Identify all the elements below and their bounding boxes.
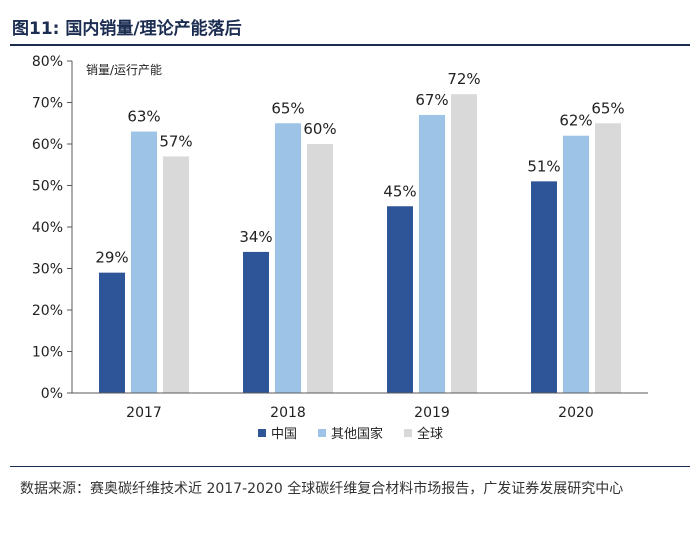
x-tick-label: 2019 <box>414 405 450 421</box>
bar <box>99 272 125 393</box>
bar <box>275 123 301 393</box>
x-tick-label: 2018 <box>270 405 306 421</box>
data-label: 65% <box>591 99 624 117</box>
bar <box>163 156 189 393</box>
figure-title: 图11: 国内销量/理论产能落后 <box>12 19 242 39</box>
bar <box>563 135 589 393</box>
bar-chart: 销量/运行产能 0% 10% 20% 30% 40% 50% 60% 70% 80% 29% 63… <box>32 54 648 442</box>
y-tick-label: 60% <box>32 137 63 153</box>
y-tick-label: 30% <box>32 262 63 278</box>
legend-label: 全球 <box>417 426 443 442</box>
y-tick-label: 20% <box>32 303 63 319</box>
bar <box>595 123 621 393</box>
y-axis: 0% 10% 20% 30% 40% 50% 60% 70% 80% <box>32 54 73 402</box>
bar-labels: 29%63%57%34%65%60%45%67%72%51%62%65% <box>95 70 624 266</box>
bar <box>243 251 269 393</box>
y-tick-label: 10% <box>32 345 63 361</box>
y-tick-label: 70% <box>32 96 63 112</box>
bar <box>387 206 413 393</box>
data-label: 45% <box>383 182 416 200</box>
figure-source: 数据来源：赛奥碳纤维技术近 2017-2020 全球碳纤维复合材料市场报告，广发… <box>20 481 624 497</box>
data-label: 65% <box>271 99 304 117</box>
data-label: 29% <box>95 249 128 267</box>
x-axis: 2017 2018 2019 2020 <box>72 392 648 421</box>
source-divider <box>10 466 690 467</box>
data-label: 51% <box>527 157 560 175</box>
legend-swatch <box>258 429 266 437</box>
bar <box>531 181 557 393</box>
legend-swatch <box>318 429 326 437</box>
data-label: 63% <box>127 108 160 126</box>
legend-swatch <box>404 429 412 437</box>
data-label: 72% <box>447 70 480 88</box>
x-tick-label: 2020 <box>558 405 594 421</box>
figure-header: 图11: 国内销量/理论产能落后 <box>0 0 700 48</box>
data-label: 62% <box>559 112 592 130</box>
legend-label: 其他国家 <box>331 426 383 442</box>
bars <box>99 94 621 394</box>
bar <box>131 131 157 394</box>
data-label: 57% <box>159 132 192 150</box>
y-tick-label: 0% <box>41 386 63 402</box>
legend: 中国 其他国家 全球 <box>258 426 443 442</box>
data-label: 67% <box>415 91 448 109</box>
x-tick-label: 2017 <box>126 405 162 421</box>
y-tick-label: 80% <box>32 54 63 70</box>
data-label: 60% <box>303 120 336 138</box>
y-tick-label: 50% <box>32 179 63 195</box>
data-label: 34% <box>239 228 272 246</box>
legend-label: 中国 <box>271 427 297 442</box>
bar <box>307 144 333 393</box>
y-tick-label: 40% <box>32 220 63 236</box>
bar <box>451 94 477 393</box>
chart-title: 销量/运行产能 <box>86 63 162 77</box>
bar <box>419 114 445 393</box>
title-divider <box>10 44 690 46</box>
